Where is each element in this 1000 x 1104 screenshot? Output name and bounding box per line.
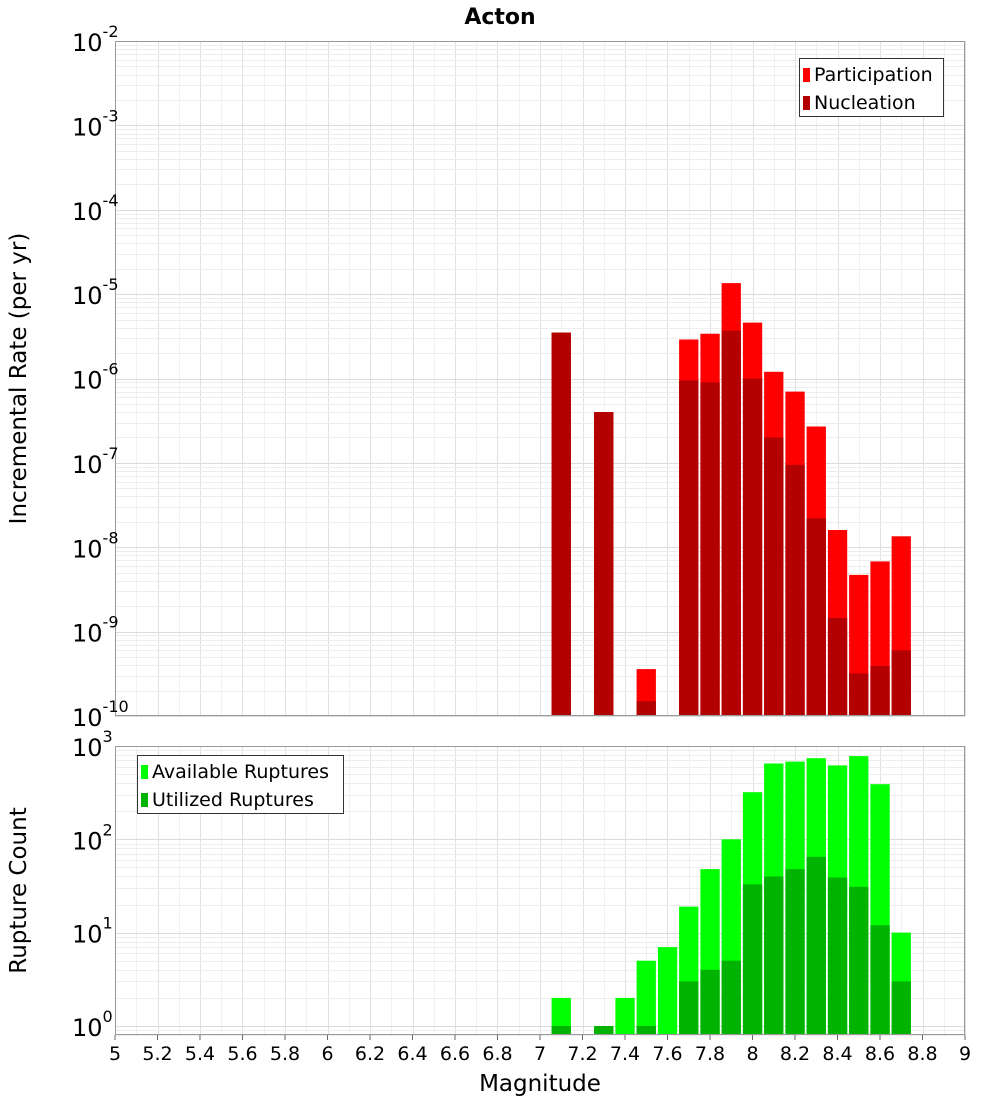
y-tick-label: 100 [72,1007,113,1042]
legend-swatch [803,96,810,110]
x-tick-label: 7.4 [610,1043,640,1065]
legend-swatch [141,765,148,779]
x-tick-label: 8 [746,1043,758,1065]
legend-swatch [141,793,148,807]
bar [806,856,826,1035]
bar [594,412,614,716]
series-0-1 [551,330,911,716]
x-tick-label: 5.6 [227,1043,257,1065]
bar [636,960,656,1035]
y-tick-label: 102 [72,820,113,855]
x-tick-label: 7.6 [652,1043,682,1065]
bar [636,701,656,716]
plot-frame-1 [115,746,965,1035]
x-tick-label: 6.8 [482,1043,512,1065]
bar [551,1026,571,1035]
bar [742,884,763,1035]
bar [679,981,699,1035]
legend-swatch [803,68,810,82]
y-axis-label-1: Rupture Count [6,807,32,973]
x-tick-label: 8.8 [907,1043,937,1065]
x-tick-label: 7.2 [567,1043,597,1065]
y-tick-label: 10-2 [72,22,119,57]
y-tick-label: 10-3 [72,106,119,141]
bar [827,877,848,1035]
bar [785,869,805,1035]
x-axis-label: Magnitude [479,1071,601,1097]
bar [764,876,784,1035]
x-tick-label: 5.8 [270,1043,300,1065]
x-tick-label: 7 [534,1043,546,1065]
y-tick-label: 10-10 [72,697,129,732]
bar [679,380,699,716]
bar [827,618,848,716]
y-axis-label-0: Incremental Rate (per yr) [6,233,32,525]
y-ticks-0: 10-2 10-3 10-4 10-5 10-6 10-7 10-8 10-9 10-10 [72,22,129,732]
x-tick-label: 8.2 [780,1043,810,1065]
legend-box [137,755,344,814]
bar [870,925,890,1035]
legend-1: Available Ruptures Utilized Ruptures [137,755,344,814]
bar [551,997,571,1035]
y-tick-label: 10-6 [72,360,119,395]
legend-label: Utilized Ruptures [152,789,314,811]
y-tick-label: 10-5 [72,275,119,310]
legend-label: Nucleation [814,92,916,114]
y-tick-label: 103 [72,727,113,762]
bar [721,960,741,1035]
bar [785,464,805,716]
x-tick-label: 8.6 [865,1043,895,1065]
x-tick-label: 6.4 [397,1043,427,1065]
legend-box [799,58,944,117]
x-tick-label: 5.4 [185,1043,215,1065]
bar [721,330,741,716]
bar [551,332,571,716]
bar [594,1026,614,1035]
legend-label: Participation [814,64,933,86]
bar [764,437,784,716]
x-tick-label: 7.8 [695,1043,725,1065]
y-tick-label: 10-8 [72,528,119,563]
y-tick-label: 101 [72,914,113,949]
bar [636,1026,656,1035]
y-tick-label: 10-9 [72,613,119,648]
bar [849,673,869,716]
bar [700,969,720,1035]
x-tick-label: 9 [959,1043,971,1065]
bar [870,666,890,716]
x-tick-label: 5.2 [142,1043,172,1065]
bar [615,997,635,1035]
x-tick-label: 6 [321,1043,333,1065]
x-tick-label: 5 [109,1043,121,1065]
x-tick-label: 6.6 [440,1043,470,1065]
bar [742,378,763,716]
legend-label: Available Ruptures [152,761,329,783]
bar [657,947,678,1035]
bar [891,650,911,716]
bar [700,382,720,716]
chart-title: Acton [464,5,535,30]
x-ticks: 5 5.2 5.4 5.6 5.8 6 6.2 6.4 6.6 6.8 7 7.2 7.4 7.6 7.8 8… [109,1035,971,1065]
x-tick-label: 6.2 [355,1043,385,1065]
x-tick-label: 8.4 [822,1043,852,1065]
y-tick-label: 10-4 [72,191,119,226]
y-tick-label: 10-7 [72,444,119,479]
plot-frame-0 [115,41,965,716]
series-1-1 [551,856,911,1035]
bar [891,981,911,1035]
bar [849,886,869,1035]
bar [806,518,826,716]
legend-0: Participation Nucleation [799,58,944,117]
y-ticks-1: 103 102 101 100 [72,727,113,1042]
